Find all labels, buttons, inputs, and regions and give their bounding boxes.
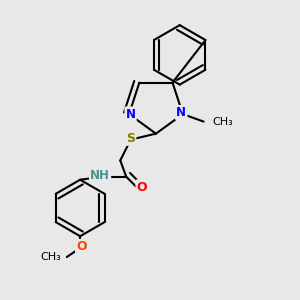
Text: N: N [126, 108, 136, 121]
Text: N: N [176, 106, 186, 119]
Text: NH: NH [90, 169, 110, 182]
Text: S: S [126, 132, 135, 145]
Text: CH₃: CH₃ [212, 117, 233, 127]
Text: CH₃: CH₃ [40, 252, 61, 262]
Text: O: O [76, 240, 87, 253]
Text: O: O [137, 181, 147, 194]
